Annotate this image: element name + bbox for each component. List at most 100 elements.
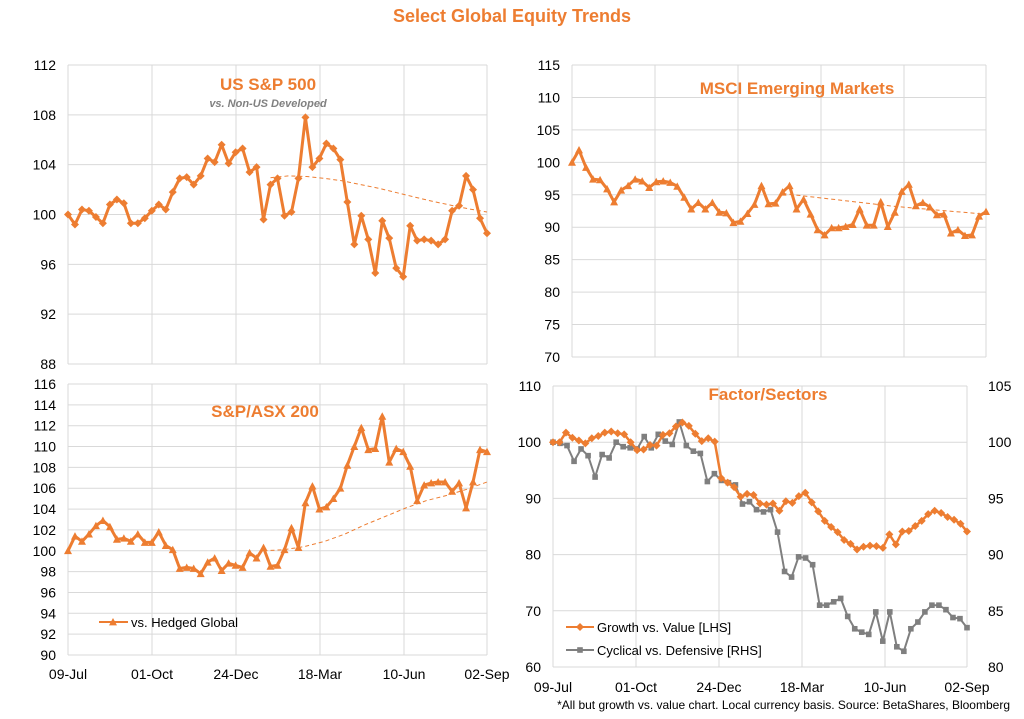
factor-growth-point xyxy=(574,436,583,445)
em-y-tick-label: 110 xyxy=(538,89,561,105)
factor-right-tick-label: 85 xyxy=(988,603,1004,619)
asx-point xyxy=(322,502,331,511)
asx-y-tick-label: 108 xyxy=(33,459,57,475)
sp500-point xyxy=(336,155,345,164)
asx-y-tick-label: 110 xyxy=(34,439,57,455)
sp500-point xyxy=(413,236,422,245)
factor-cyclical-point xyxy=(662,438,669,444)
factor-cyclical-point xyxy=(823,602,830,608)
asx-point xyxy=(217,566,226,574)
factor-growth-point xyxy=(607,427,616,436)
asx-point xyxy=(77,537,86,545)
factor-growth-point xyxy=(801,488,810,497)
factor-left-tick-label: 100 xyxy=(518,434,542,450)
factor-growth-point xyxy=(872,542,881,551)
em-point xyxy=(778,188,787,196)
asx-point xyxy=(308,482,317,490)
em-point xyxy=(764,199,773,208)
sp500-y-tick-label: 96 xyxy=(40,256,56,272)
asx-point xyxy=(196,569,205,578)
asx-point xyxy=(476,445,485,454)
asx-x-tick-label: 01-Oct xyxy=(131,666,173,682)
em-point xyxy=(960,231,969,240)
factor-cyclical-point xyxy=(915,619,921,625)
asx-point xyxy=(168,545,177,554)
factor-growth-point xyxy=(885,530,894,539)
asx-point xyxy=(301,498,310,507)
em-y-tick-label: 100 xyxy=(537,154,561,170)
em-point xyxy=(743,209,752,217)
em-point xyxy=(918,198,927,206)
factor-right-tick-label: 90 xyxy=(988,547,1004,563)
em-point xyxy=(946,229,955,237)
factor-cyclical-point xyxy=(887,609,893,615)
asx-point xyxy=(294,543,303,552)
asx-point xyxy=(357,423,366,432)
sp500-point xyxy=(217,140,226,149)
factor-legend-growth: Growth vs. Value [LHS] xyxy=(597,620,731,635)
factor-cyclical-point xyxy=(760,509,767,515)
factor-growth-point xyxy=(639,445,648,454)
asx-point xyxy=(392,444,401,453)
sp500-point xyxy=(315,154,324,163)
em-y-tick-label: 115 xyxy=(538,57,561,73)
em-point xyxy=(673,182,682,190)
sp500-point xyxy=(126,219,135,228)
asx-point xyxy=(119,534,128,542)
sp500-point xyxy=(133,219,142,228)
sp500-point xyxy=(371,269,380,278)
factor-growth-point xyxy=(743,489,752,498)
factor-growth-point xyxy=(549,438,557,447)
em-point xyxy=(967,231,976,239)
factor-x-tick-label: 02-Sep xyxy=(944,679,989,695)
factor-cyclical-point xyxy=(936,602,942,608)
em-point xyxy=(638,177,647,185)
factor-growth-point xyxy=(943,512,952,521)
asx-y-tick-label: 112 xyxy=(34,418,57,434)
sp500-point xyxy=(392,264,401,273)
factor-growth-point xyxy=(730,483,739,492)
sp500-point xyxy=(343,198,352,207)
asx-y-tick-label: 102 xyxy=(33,522,57,538)
factor-growth-point xyxy=(781,497,790,506)
sp500-point xyxy=(266,180,275,189)
em-y-tick-label: 95 xyxy=(544,187,560,203)
em-point xyxy=(982,207,990,216)
factor-growth-point xyxy=(775,506,784,515)
em-y-tick-label: 75 xyxy=(544,317,560,333)
em-point xyxy=(869,221,878,229)
factor-cyclical-point xyxy=(578,446,584,452)
sp500-point xyxy=(448,206,457,215)
factor-growth-point xyxy=(646,441,655,450)
factor-cyclical-point xyxy=(753,506,760,513)
em-point xyxy=(792,205,801,213)
factor-growth-point xyxy=(723,478,732,487)
em-point xyxy=(848,220,857,229)
em-point xyxy=(575,146,584,154)
asx-x-tick-label: 02-Sep xyxy=(464,666,509,682)
factor-legend-cyclical: Cyclical vs. Defensive [RHS] xyxy=(597,643,762,658)
factor-growth-point xyxy=(820,516,829,525)
factor-growth-point xyxy=(678,418,687,427)
asx-point xyxy=(371,444,380,453)
asx-point xyxy=(329,494,338,503)
em-point xyxy=(603,184,612,193)
asx-point xyxy=(343,461,352,469)
factor-cyclical-point xyxy=(711,470,718,477)
factor-growth-point xyxy=(794,492,803,501)
asx-trend-line xyxy=(263,481,488,552)
factor-cyclical-point xyxy=(683,442,690,449)
sp500-point xyxy=(77,205,86,214)
sp500-point xyxy=(434,240,443,249)
em-point xyxy=(862,221,871,229)
asx-point xyxy=(413,496,422,505)
factor-cyclical-point xyxy=(613,439,619,445)
em-point xyxy=(687,205,696,213)
factor-cyclical-point xyxy=(564,442,570,449)
sp500-point xyxy=(455,201,464,210)
factor-growth-point xyxy=(846,539,855,548)
factor-cyclical-point xyxy=(929,602,935,608)
sp500-point xyxy=(105,200,114,209)
asx-point xyxy=(441,477,450,486)
sp500-point xyxy=(70,220,79,229)
